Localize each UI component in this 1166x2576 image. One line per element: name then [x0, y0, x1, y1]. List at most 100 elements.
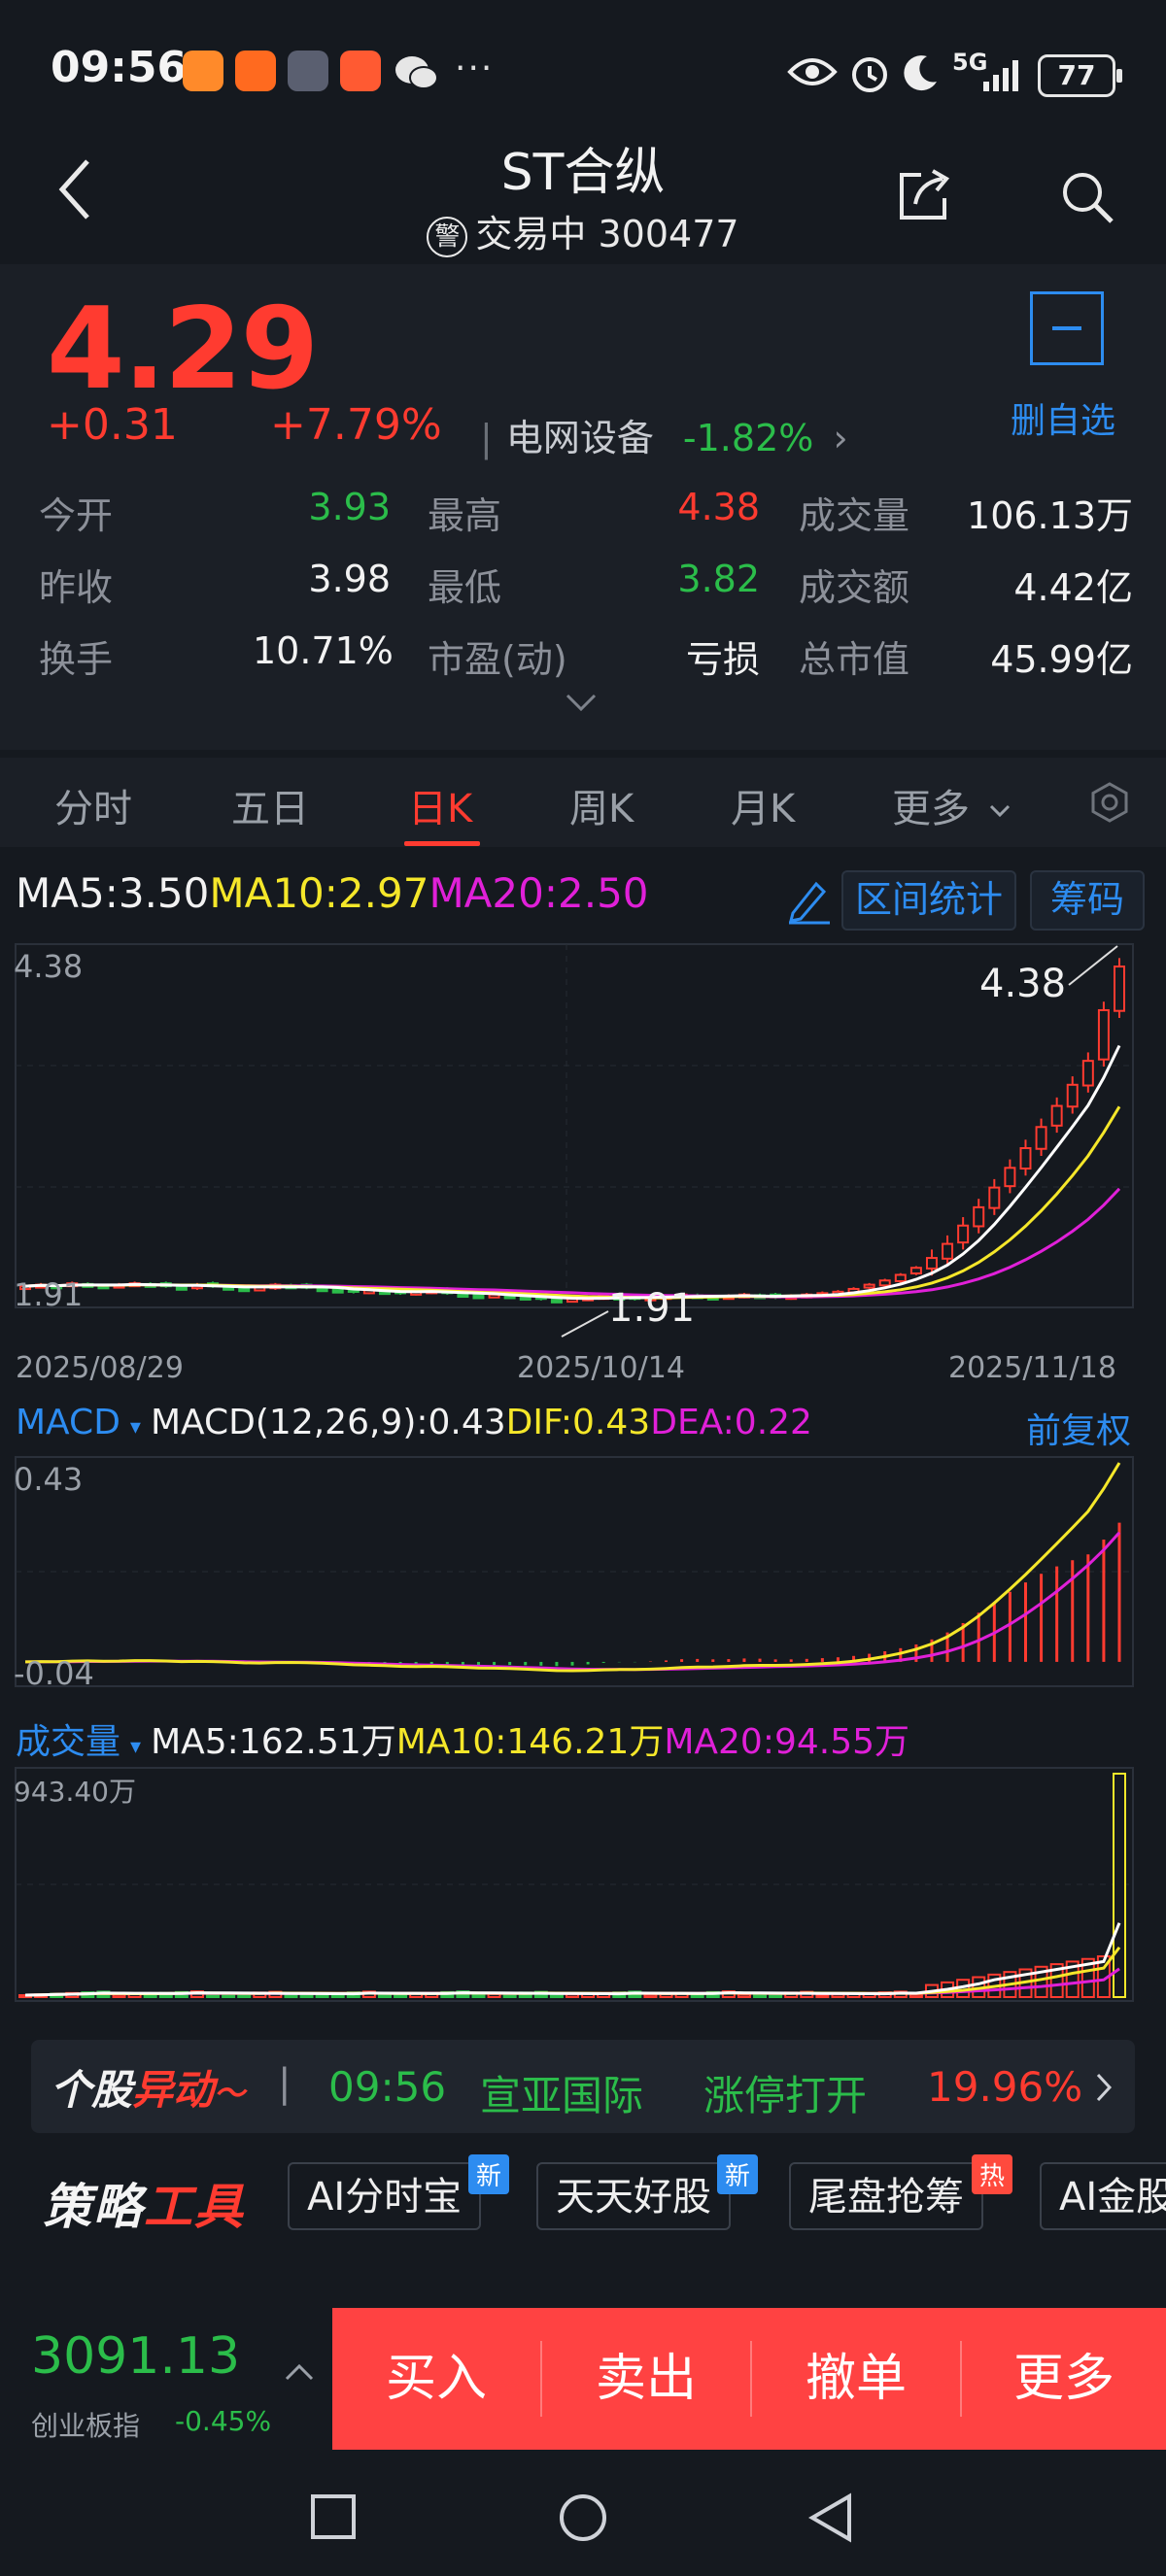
- volume-bar: [737, 1993, 751, 1999]
- volume-ma20: MA20:94.55万: [664, 1722, 910, 1762]
- chart-settings-icon[interactable]: [1088, 781, 1131, 824]
- macd-chart[interactable]: 0.43 -0.04: [0, 1451, 1166, 1694]
- volume-bar: [377, 1993, 392, 1998]
- chip-daily-picks[interactable]: 天天好股: [536, 2162, 731, 2230]
- stat-label-pe: 市盈(动): [428, 638, 567, 681]
- caret-down-icon[interactable]: ▾: [130, 1735, 142, 1759]
- volume-bar: [1080, 1957, 1095, 1998]
- candle-body: [863, 1283, 875, 1289]
- tab-monthly-k[interactable]: 月K: [731, 787, 796, 831]
- stock-alert-ticker[interactable]: 个股异动〜 | 09:56 宣亚国际 涨停打开 19.96%: [31, 2040, 1135, 2133]
- candle-body: [238, 1287, 251, 1293]
- share-icon[interactable]: [894, 165, 954, 225]
- stat-label-prev-close: 昨收: [39, 566, 114, 609]
- tab-more[interactable]: 更多: [892, 777, 1012, 833]
- chip-closing-rush[interactable]: 尾盘抢筹: [789, 2162, 983, 2230]
- stat-label-market-cap: 总市值: [799, 638, 910, 681]
- divider: [750, 2341, 752, 2417]
- sector-link[interactable]: | 电网设备 -1.82% ›: [480, 417, 848, 459]
- ma5-value: MA5:3.50: [16, 869, 210, 917]
- status-time: 09:56: [51, 43, 188, 92]
- stat-value-high: 4.38: [677, 486, 760, 528]
- tab-daily-k[interactable]: 日K: [408, 787, 473, 831]
- badge-hot: 热: [972, 2154, 1013, 2194]
- date-tick-end: 2025/11/18: [948, 1351, 1116, 1385]
- ma20-value: MA20:2.50: [429, 869, 649, 917]
- chip-ai-intraday[interactable]: AI分时宝: [288, 2162, 482, 2230]
- candle-body: [1035, 1126, 1047, 1150]
- volume-bar: [909, 1993, 923, 1998]
- tab-five-day[interactable]: 五日: [231, 787, 309, 831]
- candle-body: [457, 1293, 469, 1299]
- volume-bar: [206, 1993, 221, 1999]
- alert-event: 涨停打开: [703, 2072, 868, 2119]
- candle-body: [909, 1267, 922, 1275]
- volume-bar: [549, 1994, 564, 1999]
- badge-new: 新: [717, 2154, 759, 2194]
- cancel-order-button[interactable]: 撤单: [805, 2350, 907, 2408]
- volume-legend: 成交量 ▾ MA5:162.51万MA10:146.21万MA20:94.55万: [16, 1713, 909, 1764]
- price-change: +0.31: [47, 400, 178, 450]
- expand-chevron-icon[interactable]: [564, 692, 599, 713]
- warning-icon: 警: [427, 217, 468, 257]
- pencil-icon[interactable]: [783, 874, 834, 925]
- chevron-right-icon: ›: [833, 417, 848, 459]
- kline-chart[interactable]: 4.38 1.91 4.38 1.91 2025/08/29 2025/10/1…: [0, 932, 1166, 1389]
- buy-button[interactable]: 买入: [385, 2350, 487, 2408]
- adjust-mode-button[interactable]: 前复权: [1026, 1411, 1132, 1451]
- candle-body: [957, 1224, 970, 1244]
- chevron-down-icon: [989, 804, 1010, 818]
- volume-ma5: MA5:162.51万: [151, 1722, 396, 1762]
- recent-apps-icon[interactable]: [309, 2492, 358, 2541]
- remove-watchlist-label[interactable]: 删自选: [1011, 401, 1116, 441]
- moon-icon: [904, 55, 937, 91]
- volume-chart[interactable]: 943.40万: [0, 1762, 1166, 2009]
- index-change: -0.45%: [175, 2405, 272, 2437]
- range-stats-button[interactable]: 区间统计: [841, 870, 1016, 931]
- back-icon: [58, 159, 89, 220]
- volume-ma10: MA10:146.21万: [395, 1722, 665, 1762]
- candle-body: [1081, 1060, 1094, 1087]
- trade-action-bar: 买入 卖出 撤单 更多: [332, 2308, 1166, 2450]
- alert-time: 09:56: [328, 2063, 447, 2111]
- remove-watchlist-button[interactable]: [1030, 291, 1104, 365]
- home-icon[interactable]: [558, 2492, 608, 2543]
- stat-label-low: 最低: [428, 566, 502, 609]
- macd-dif: DIF:0.43: [505, 1403, 651, 1442]
- ma5-line: [24, 1044, 1121, 1301]
- macd-histogram: [39, 1522, 1121, 1667]
- alert-pct: 19.96%: [927, 2063, 1083, 2111]
- stat-value-volume: 106.13万: [967, 494, 1133, 537]
- candle-body: [331, 1288, 344, 1294]
- volume-ma5-line: [24, 1922, 1121, 1997]
- tab-weekly-k[interactable]: 周K: [569, 787, 634, 831]
- stat-value-open: 3.93: [308, 486, 391, 528]
- stat-label-open: 今开: [39, 494, 114, 537]
- search-icon[interactable]: [1057, 167, 1117, 227]
- ma10-value: MA10:2.97: [209, 869, 429, 917]
- badge-new: 新: [468, 2154, 510, 2194]
- chips-button[interactable]: 筹码: [1030, 870, 1145, 931]
- back-nav-icon[interactable]: [806, 2492, 855, 2543]
- back-button[interactable]: [54, 155, 93, 239]
- volume-indicator-select[interactable]: 成交量: [16, 1722, 121, 1762]
- chevron-up-icon[interactable]: [284, 2362, 315, 2382]
- macd-indicator-select[interactable]: MACD: [16, 1403, 120, 1442]
- wechat-icon: [395, 56, 438, 89]
- candle-body: [1050, 1104, 1063, 1127]
- candle-body: [925, 1257, 938, 1270]
- index-value[interactable]: 3091.13: [31, 2327, 241, 2386]
- more-actions-button[interactable]: 更多: [1012, 2350, 1115, 2408]
- chip-ai-gold[interactable]: AI金股: [1040, 2162, 1166, 2230]
- divider: |: [278, 2061, 292, 2106]
- candle-body: [316, 1287, 328, 1293]
- more-notifications: ···: [455, 49, 495, 88]
- volume-axis-max: 943.40万: [14, 1776, 136, 1808]
- ma10-line: [24, 1105, 1121, 1300]
- sell-button[interactable]: 卖出: [595, 2350, 697, 2408]
- tab-intraday[interactable]: 分时: [54, 787, 132, 831]
- app-icon-orange-app: [340, 51, 381, 91]
- caret-down-icon[interactable]: ▾: [129, 1415, 141, 1440]
- kline-candles: [19, 958, 1125, 1304]
- kline-low-label: 1.91: [608, 1286, 695, 1331]
